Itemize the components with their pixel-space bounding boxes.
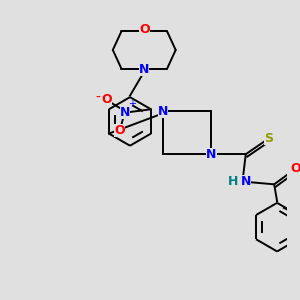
Text: N: N: [139, 64, 149, 76]
Text: O: O: [101, 93, 112, 106]
Text: O: O: [114, 124, 125, 137]
Text: -: -: [95, 91, 100, 105]
Text: O: O: [290, 162, 300, 175]
Text: H: H: [228, 175, 238, 188]
Text: +: +: [128, 99, 136, 109]
Text: N: N: [206, 148, 217, 161]
Text: S: S: [264, 132, 273, 145]
Text: N: N: [120, 106, 130, 118]
Text: O: O: [139, 23, 150, 37]
Text: N: N: [158, 105, 168, 118]
Text: N: N: [241, 175, 251, 188]
